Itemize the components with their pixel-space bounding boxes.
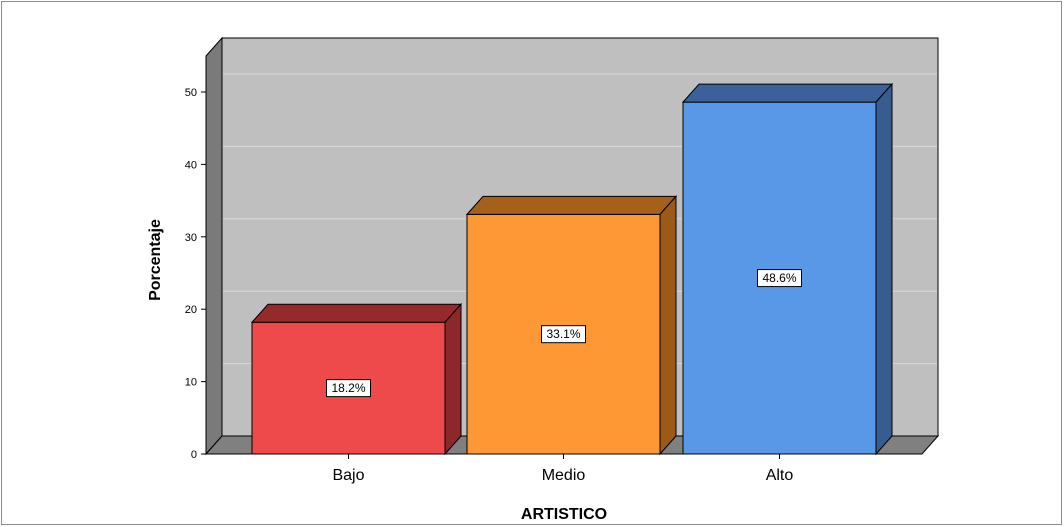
y-tick-label: 0 bbox=[191, 449, 197, 461]
x-tick-label: Bajo bbox=[332, 467, 364, 484]
x-tick-label: Alto bbox=[766, 467, 794, 484]
y-tick-label: 20 bbox=[185, 304, 197, 316]
data-label-box bbox=[757, 269, 802, 288]
x-axis-title: ARTISTICO bbox=[521, 506, 607, 523]
bar-side-face bbox=[444, 302, 462, 456]
bar-top-face bbox=[465, 195, 678, 215]
side-wall bbox=[205, 36, 223, 456]
x-tick-label: Medio bbox=[542, 467, 586, 484]
data-label: 18.2% bbox=[331, 381, 365, 395]
y-tick-label: 40 bbox=[185, 159, 197, 171]
bar-top-face bbox=[681, 83, 894, 103]
data-label-box bbox=[326, 379, 371, 398]
bar-top-face bbox=[250, 303, 463, 323]
y-tick-label: 10 bbox=[185, 377, 197, 389]
data-label: 48.6% bbox=[762, 271, 796, 285]
data-label-box bbox=[541, 325, 586, 344]
bar-side-face bbox=[875, 82, 893, 456]
bar-side-face bbox=[659, 195, 677, 456]
y-axis-title: Porcentaje bbox=[147, 219, 164, 301]
y-tick-label: 50 bbox=[185, 87, 197, 99]
y-tick-label: 30 bbox=[185, 232, 197, 244]
data-label: 33.1% bbox=[546, 327, 580, 341]
